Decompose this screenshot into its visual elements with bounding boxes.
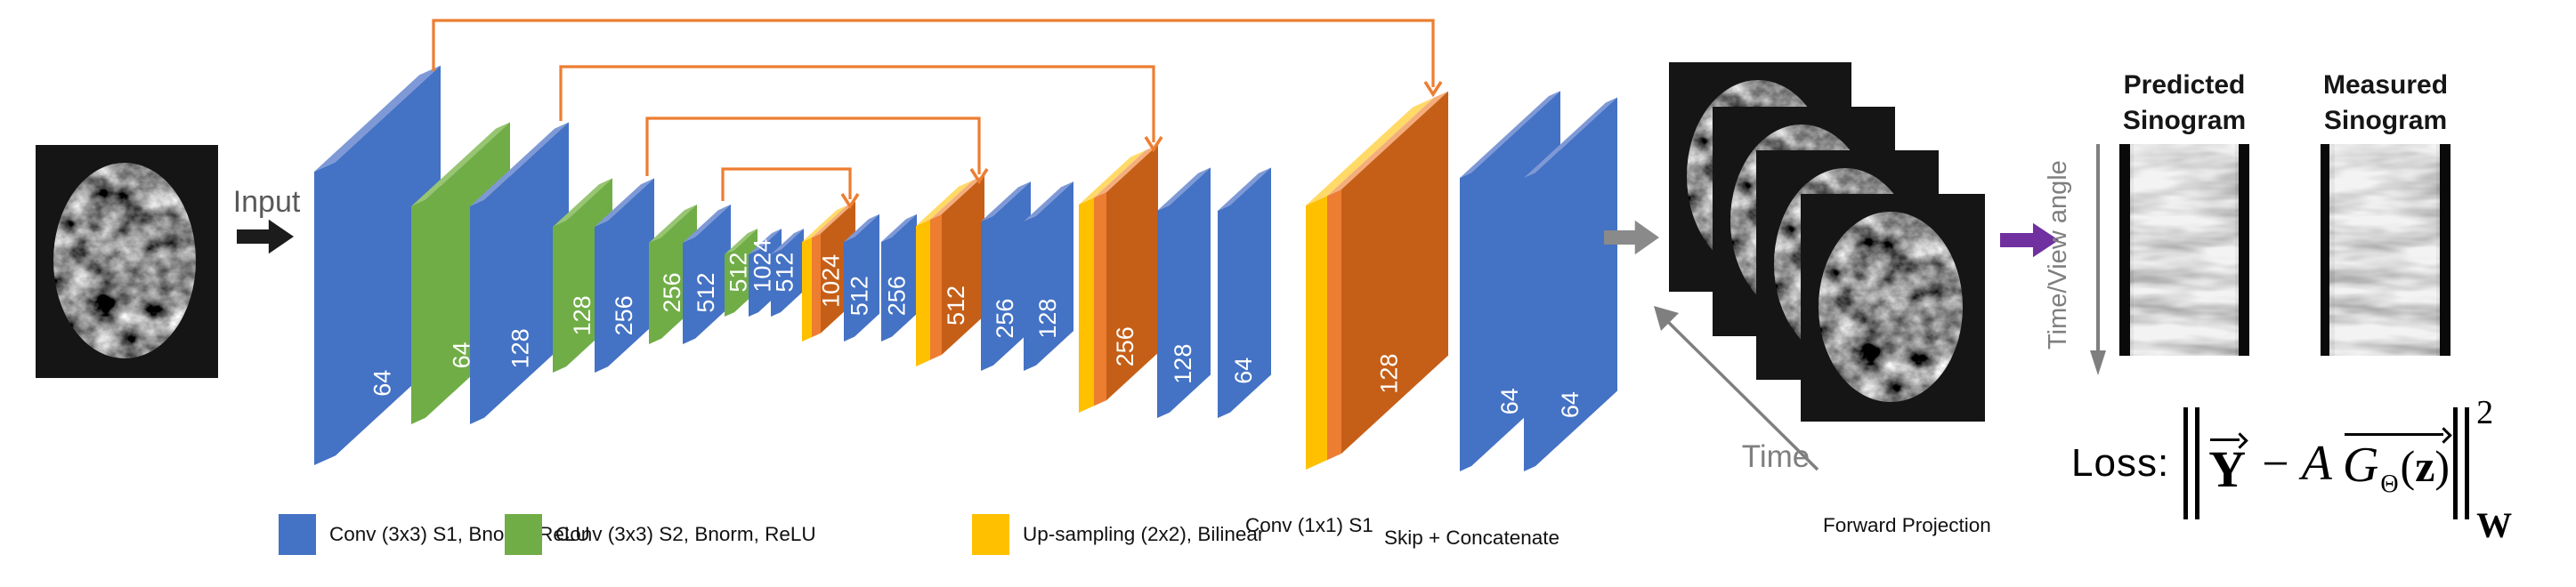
legend-label: Conv (3x3) S1, Bnorm, ReLU xyxy=(329,523,590,545)
predicted-sinogram-title: Predicted Sinogram xyxy=(2109,68,2260,139)
theta-subscript: Θ xyxy=(2380,470,2399,498)
minus-sign: − xyxy=(2262,437,2289,490)
unet-block-channels-label: 512 xyxy=(772,253,798,293)
legend-item-skip-concatenate: Skip + Concatenate xyxy=(1330,527,1559,550)
time-arrow-icon xyxy=(1654,306,1819,471)
unet-block-channels-label: 256 xyxy=(659,273,685,313)
unet-block-conv_s1: 128 xyxy=(1157,167,1211,418)
unet-block-upsample: 512 xyxy=(916,174,984,366)
generator-overarrow-icon xyxy=(2343,427,2450,438)
unet-block-channels-label: 256 xyxy=(992,299,1018,339)
unet-block-conv_s1: 512 xyxy=(683,204,731,344)
norm-open-bars xyxy=(2183,407,2200,519)
skip-connection-arrow xyxy=(721,167,860,210)
measured-sinogram-title: Measured Sinogram xyxy=(2310,68,2461,139)
z-symbol: z xyxy=(2415,441,2435,491)
predicted-sinogram-title-line1: Predicted xyxy=(2123,70,2246,100)
unet-block-conv_s1: 64 xyxy=(1218,167,1271,418)
unet-block-channels-label: 512 xyxy=(693,273,719,313)
unet-block-channels-label: 64 xyxy=(1557,391,1584,418)
legend-label: Skip + Concatenate xyxy=(1384,527,1560,549)
predicted-vector-term: Y xyxy=(2208,432,2246,495)
unet-block-conv_s1: 512 xyxy=(771,229,804,317)
unet-block-conv_s1: 256 xyxy=(595,178,654,373)
unet-block-channels-label: 128 xyxy=(1375,354,1402,394)
skip-connection-arrow xyxy=(559,65,1163,153)
unet-block-conv_s1: 128 xyxy=(470,122,569,424)
generator-symbol: G xyxy=(2342,438,2379,493)
view-angle-arrow-icon xyxy=(2090,144,2106,375)
legend-label: Forward Projection xyxy=(1823,514,1991,536)
output-brain-image-4 xyxy=(1801,194,1985,422)
system-operator-symbol: A xyxy=(2301,436,2332,491)
measured-sinogram-title-line1: Measured xyxy=(2322,70,2449,100)
unet-block-channels-label: 64 xyxy=(1230,358,1257,384)
norm-scripts: 2 W xyxy=(2476,393,2512,545)
unet-block-upsample: 256 xyxy=(1079,144,1158,413)
unet-block-conv_s1: 64 xyxy=(1524,97,1617,471)
unet-block-conv_s1: 128 xyxy=(1024,181,1073,371)
unet-block-channels-label: 256 xyxy=(611,295,637,335)
legend-label: Conv (3x3) S2, Bnorm, ReLU xyxy=(555,523,816,545)
predicted-sinogram-image xyxy=(2119,144,2249,356)
yellow-square-icon xyxy=(972,514,1009,555)
legend-item-conv-s1: Conv (3x3) S1, Bnorm, ReLU xyxy=(279,514,590,555)
unet-block-conv_s1: 256 xyxy=(981,181,1031,371)
time-label: Time xyxy=(1741,439,1810,474)
generator-term: G Θ(z) xyxy=(2343,427,2450,500)
unet-block-channels-label: 512 xyxy=(943,285,969,326)
unet-block-channels-label: 512 xyxy=(847,276,873,316)
legend-label: Up-sampling (2x2), Bilinear xyxy=(1023,523,1265,545)
unet-block-upsample: 128 xyxy=(1306,91,1448,470)
legend-label: Conv (1x1) S1 xyxy=(1245,514,1373,536)
unet-block-channels-label: 128 xyxy=(1170,344,1196,384)
unet-block-channels-label: 128 xyxy=(1034,299,1061,339)
unet-block-channels-label: 1024 xyxy=(817,254,844,308)
unet-block-conv_s1: 512 xyxy=(844,213,879,342)
blue-square-icon xyxy=(279,514,316,555)
y-symbol: Y xyxy=(2208,440,2247,498)
weight-subscript: W xyxy=(2476,505,2513,545)
unet-block-channels-label: 64 xyxy=(1496,388,1523,414)
paren-close: ) xyxy=(2434,441,2450,491)
predicted-sinogram-title-line2: Sinogram xyxy=(2122,106,2247,135)
unet-block-channels-label: 64 xyxy=(369,370,395,397)
norm-close-bars xyxy=(2453,407,2470,519)
input-brain-ct-image xyxy=(36,145,218,378)
skip-connection-arrow xyxy=(432,19,1443,98)
unet-block-channels-label: 512 xyxy=(725,253,752,293)
time-view-angle-axis-label: Time/View angle xyxy=(2044,160,2072,350)
legend-item-conv-s2: Conv (3x3) S2, Bnorm, ReLU xyxy=(505,514,816,555)
vector-overarrow-icon xyxy=(2208,432,2246,443)
unet-block-channels-label: 256 xyxy=(884,276,911,316)
legend-item-conv1x1: Conv (1x1) S1 xyxy=(1187,514,1373,537)
unet-block-conv_s1: 1024 xyxy=(749,229,782,317)
latent-z-symbol: z xyxy=(2415,440,2434,492)
unet-block-channels-label: 256 xyxy=(1112,326,1138,366)
green-square-icon xyxy=(505,514,542,555)
unet-block-channels-label: 128 xyxy=(506,328,533,368)
exponent-2: 2 xyxy=(2476,394,2494,431)
measured-sinogram-title-line2: Sinogram xyxy=(2323,106,2448,135)
legend-item-upsampling: Up-sampling (2x2), Bilinear xyxy=(972,514,1264,555)
loss-formula: Loss: Y − A G Θ(z) 2 W xyxy=(2071,394,2512,545)
measured-sinogram-image xyxy=(2321,144,2450,356)
unet-block-channels-label: 128 xyxy=(569,295,595,335)
skip-connection-arrow xyxy=(645,117,989,185)
paren-open: ( xyxy=(2400,441,2416,491)
legend-item-forward-projection: Forward Projection xyxy=(1765,514,1991,537)
unet-block-conv_s1: 256 xyxy=(881,213,917,342)
loss-label: Loss: xyxy=(2071,441,2170,485)
input-label: Input xyxy=(232,185,301,219)
